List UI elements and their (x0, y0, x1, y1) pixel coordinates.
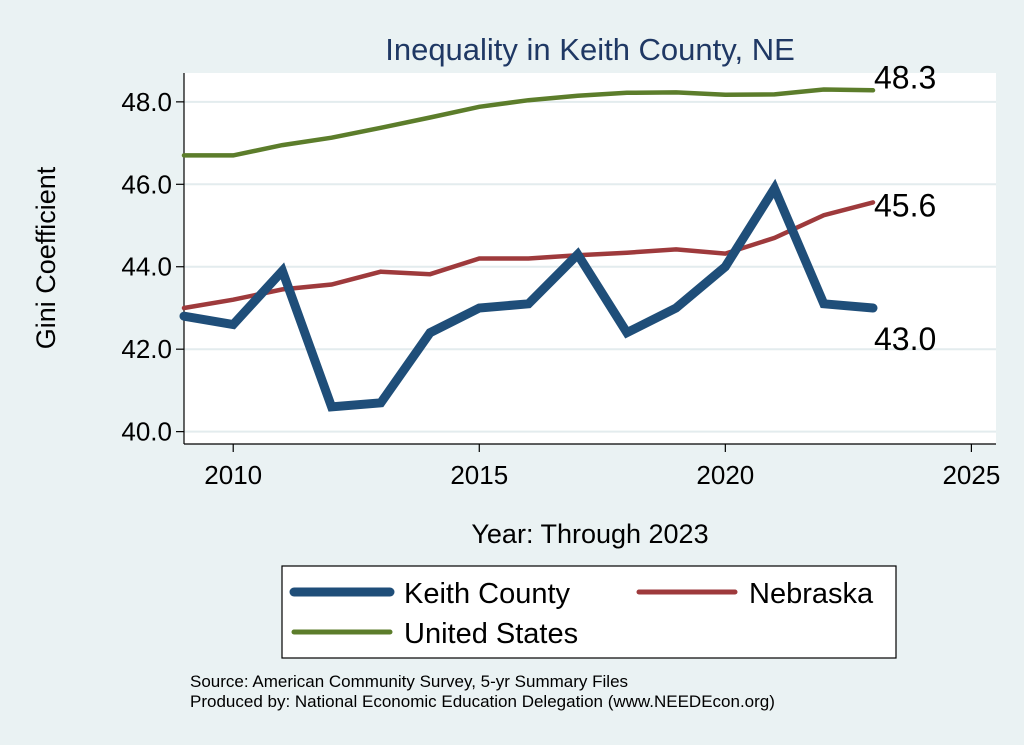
x-tick-label: 2015 (450, 460, 508, 490)
source-note: Source: American Community Survey, 5-yr … (190, 672, 628, 691)
producer-note: Produced by: National Economic Education… (190, 692, 775, 711)
x-tick-label: 2010 (204, 460, 262, 490)
y-tick-label: 44.0 (121, 252, 172, 282)
legend-label-keith-county: Keith County (404, 578, 571, 610)
legend: Keith County Nebraska United States (281, 565, 897, 659)
end-labels: 43.0 45.6 48.3 (874, 59, 936, 357)
y-axis-label: Gini Coefficient (31, 166, 61, 349)
x-axis-label: Year: Through 2023 (471, 519, 708, 549)
y-tick-label: 42.0 (121, 334, 172, 364)
series-lines (179, 87, 878, 412)
y-tick-label: 46.0 (121, 169, 172, 199)
axes: 40.0 42.0 44.0 46.0 48.0 2010 2015 2020 2025 (121, 73, 1000, 490)
legend-box (281, 565, 897, 659)
x-tick-label: 2020 (696, 460, 754, 490)
x-tick-label: 2025 (942, 460, 1000, 490)
plot-area (184, 73, 996, 444)
end-label-keith-county: 43.0 (874, 321, 936, 357)
end-label-united-states: 48.3 (874, 59, 936, 95)
end-label-nebraska: 45.6 (874, 187, 936, 223)
legend-label-united-states: United States (404, 618, 578, 650)
legend-label-nebraska: Nebraska (749, 578, 874, 610)
chart-title: Inequality in Keith County, NE (385, 32, 795, 67)
y-tick-label: 48.0 (121, 87, 172, 117)
y-tick-label: 40.0 (121, 417, 172, 447)
